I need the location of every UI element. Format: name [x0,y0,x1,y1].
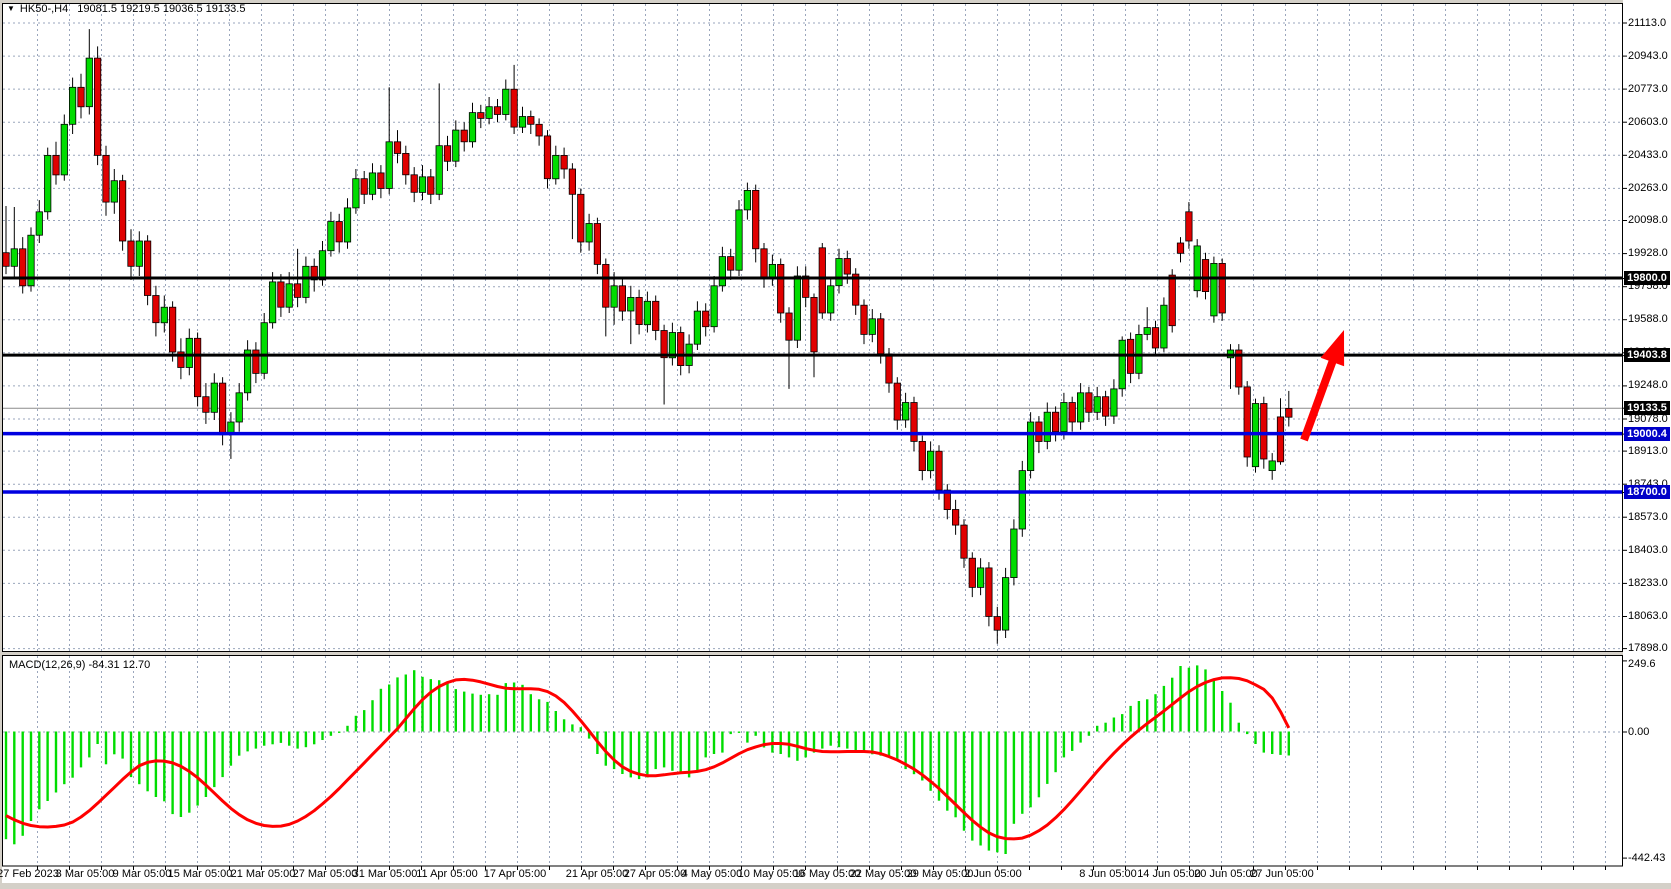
time-axis-strip[interactable] [2,866,1671,883]
macd-histogram [4,665,1290,854]
trend-arrow[interactable] [1300,330,1345,442]
chart-title: ▼ HK50-,H4 19081.5 19219.5 19036.5 19133.5 [7,3,245,15]
axis-tick-marks [37,22,1627,870]
chart-symbol-timeframe: HK50-,H4 [19,3,69,15]
macd-signal-line [5,676,1291,841]
price-axis-column[interactable] [1623,0,1671,883]
macd-panel[interactable] [2,655,1623,867]
chart-ohlc-values: 19081.5 19219.5 19036.5 19133.5 [77,3,246,15]
macd-indicator-label: MACD(12,26,9) -84.31 12.70 [9,659,151,671]
grid-lines [3,4,1622,866]
symbol-dropdown-icon[interactable]: ▼ [7,4,15,13]
